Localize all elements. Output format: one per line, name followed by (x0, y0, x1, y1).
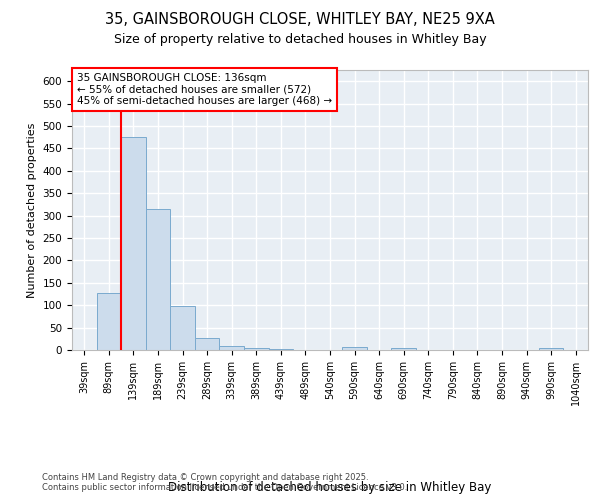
Text: 35 GAINSBOROUGH CLOSE: 136sqm
← 55% of detached houses are smaller (572)
45% of : 35 GAINSBOROUGH CLOSE: 136sqm ← 55% of d… (77, 73, 332, 106)
Bar (97, 292, 121, 350)
Text: 35, GAINSBOROUGH CLOSE, WHITLEY BAY, NE25 9XA: 35, GAINSBOROUGH CLOSE, WHITLEY BAY, NE2… (105, 12, 495, 28)
Bar (146, 209, 170, 350)
Bar (539, 348, 563, 350)
Y-axis label: Number of detached properties: Number of detached properties (27, 122, 37, 298)
Bar (244, 348, 269, 350)
Bar (269, 349, 293, 350)
Bar (195, 338, 220, 350)
Bar (220, 346, 244, 350)
Bar (342, 348, 367, 350)
X-axis label: Distribution of detached houses by size in Whitley Bay: Distribution of detached houses by size … (169, 482, 491, 494)
Text: Size of property relative to detached houses in Whitley Bay: Size of property relative to detached ho… (113, 32, 487, 46)
Text: Contains HM Land Registry data © Crown copyright and database right 2025.
Contai: Contains HM Land Registry data © Crown c… (42, 473, 407, 492)
Bar (121, 137, 146, 350)
Bar (170, 306, 195, 350)
Bar (391, 348, 416, 350)
